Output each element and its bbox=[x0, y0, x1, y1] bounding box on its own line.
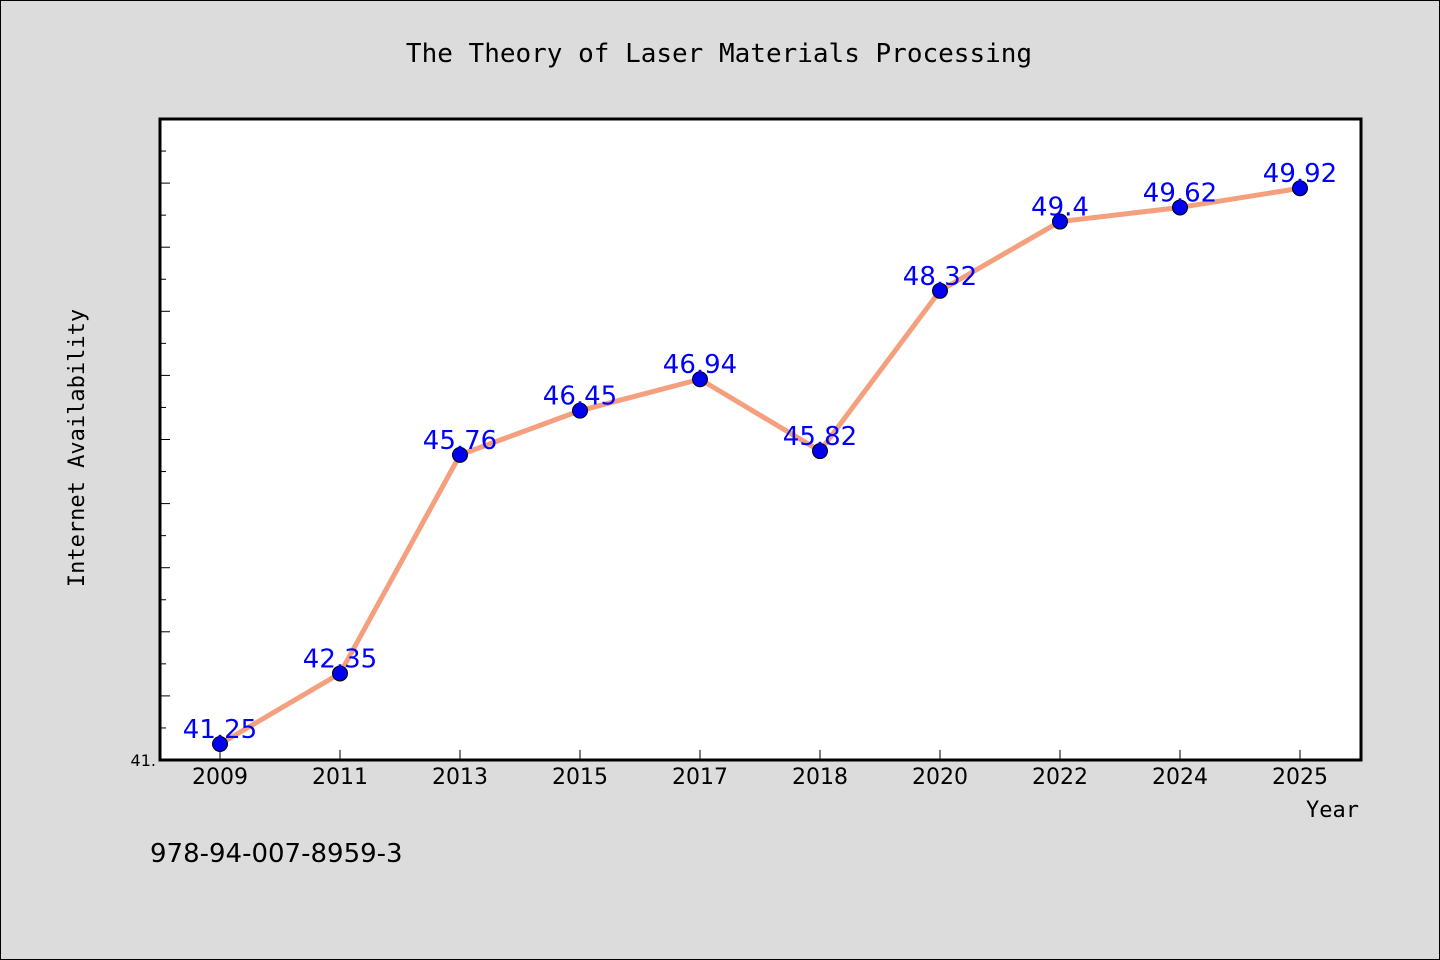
x-axis-ticks: 2009 2011 2013 2015 2017 2018 2020 2022 2024 2025 bbox=[192, 750, 1328, 790]
data-label: 42.35 bbox=[303, 644, 377, 674]
data-label: 45.82 bbox=[783, 422, 857, 452]
x-tick-label: 2011 bbox=[312, 765, 368, 790]
data-point bbox=[1292, 180, 1308, 197]
x-axis-label: Year bbox=[1306, 798, 1359, 823]
data-point bbox=[572, 402, 588, 419]
x-tick-label: 2013 bbox=[432, 765, 488, 790]
data-point bbox=[1052, 213, 1068, 230]
x-tick-label: 2018 bbox=[792, 765, 848, 790]
y-tick-label: 41. bbox=[131, 751, 156, 770]
data-point bbox=[332, 665, 348, 682]
data-point bbox=[932, 282, 948, 299]
y-axis-ticks: 41. bbox=[131, 118, 170, 770]
data-label: 49.4 bbox=[1031, 193, 1089, 223]
data-point bbox=[692, 371, 708, 388]
y-axis-label: Internet Availability bbox=[65, 309, 90, 587]
x-tick-label: 2017 bbox=[672, 765, 728, 790]
series-line bbox=[217, 185, 1303, 747]
data-point bbox=[1172, 199, 1188, 216]
data-label: 49.92 bbox=[1263, 159, 1337, 189]
x-tick-label: 2024 bbox=[1152, 765, 1208, 790]
data-label: 46.45 bbox=[543, 382, 617, 412]
x-tick-label: 2022 bbox=[1032, 765, 1088, 790]
data-label: 49.62 bbox=[1143, 178, 1217, 208]
x-tick-label: 2020 bbox=[912, 765, 968, 790]
data-label: 45.76 bbox=[423, 426, 497, 456]
plot-area bbox=[158, 117, 1363, 762]
series-layer: 41.25 42.35 45.76 46.45 46.94 45.82 48.32 49.4 4… bbox=[183, 159, 1337, 752]
isbn-text: 978-94-007-8959-3 bbox=[150, 839, 403, 869]
data-label: 41.25 bbox=[183, 715, 257, 745]
x-tick-label: 2009 bbox=[192, 765, 248, 790]
data-label: 46.94 bbox=[663, 350, 737, 380]
chart-title: The Theory of Laser Materials Processing bbox=[406, 39, 1032, 69]
data-point bbox=[812, 443, 828, 460]
data-point bbox=[212, 735, 228, 752]
data-point bbox=[452, 446, 468, 463]
x-tick-label: 2025 bbox=[1272, 765, 1328, 790]
data-label: 48.32 bbox=[903, 262, 977, 292]
x-tick-label: 2015 bbox=[552, 765, 608, 790]
